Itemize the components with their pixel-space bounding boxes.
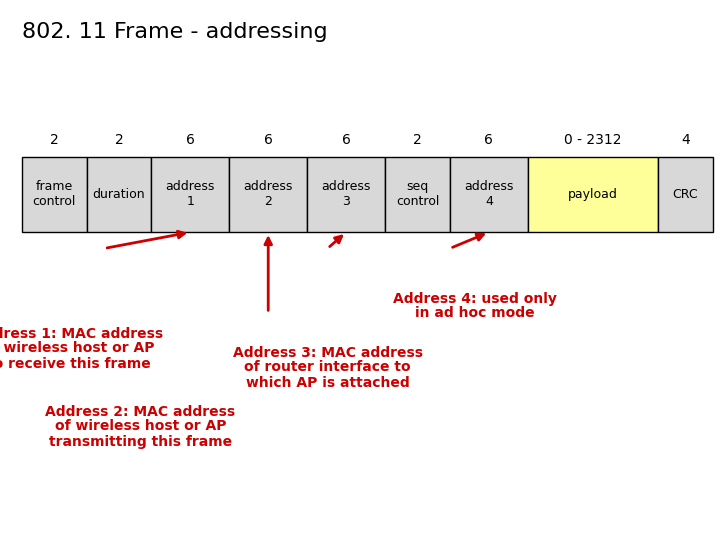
Text: 6: 6	[485, 133, 493, 147]
Text: duration: duration	[93, 188, 145, 201]
Text: Address 1: MAC address: Address 1: MAC address	[0, 327, 163, 341]
Text: in ad hoc mode: in ad hoc mode	[415, 306, 535, 320]
Text: of router interface to
which AP is attached: of router interface to which AP is attac…	[244, 360, 411, 390]
Text: 2: 2	[50, 133, 58, 147]
Text: 2: 2	[114, 133, 123, 147]
Text: of wireless host or AP
to receive this frame: of wireless host or AP to receive this f…	[0, 341, 154, 371]
Text: 0 - 2312: 0 - 2312	[564, 133, 621, 147]
Text: 6: 6	[342, 133, 351, 147]
Text: address
2: address 2	[243, 180, 293, 208]
Text: 6: 6	[264, 133, 273, 147]
Text: 6: 6	[186, 133, 195, 147]
Text: address
4: address 4	[464, 180, 513, 208]
Text: seq
control: seq control	[396, 180, 439, 208]
Text: of wireless host or AP
transmitting this frame: of wireless host or AP transmitting this…	[49, 419, 232, 449]
Text: 802. 11 Frame - addressing: 802. 11 Frame - addressing	[22, 22, 327, 42]
Text: CRC: CRC	[672, 188, 698, 201]
Text: Address 4: used only: Address 4: used only	[393, 292, 557, 306]
Text: Address 2: MAC address: Address 2: MAC address	[45, 405, 235, 419]
Text: frame
control: frame control	[32, 180, 76, 208]
Text: 4: 4	[681, 133, 690, 147]
Text: Address 3: MAC address: Address 3: MAC address	[233, 346, 423, 360]
Text: address
1: address 1	[166, 180, 215, 208]
Text: 2: 2	[413, 133, 422, 147]
Text: address
3: address 3	[321, 180, 371, 208]
Text: payload: payload	[568, 188, 618, 201]
